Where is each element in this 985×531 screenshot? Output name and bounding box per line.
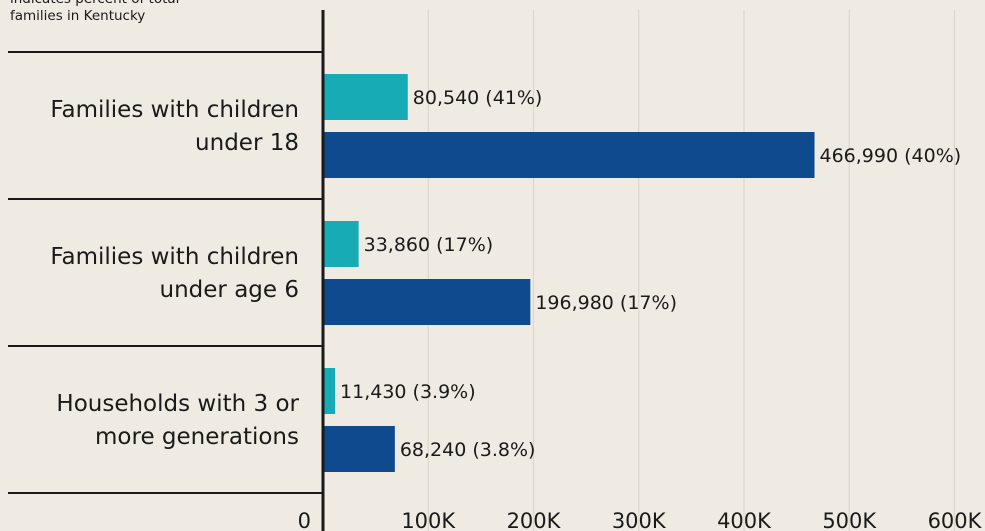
category-labels: Families with children under 18 Families w…	[50, 97, 299, 450]
data-label: 11,430 (3.9%)	[340, 381, 476, 403]
data-labels: 80,540 (41%) 466,990 (40%) 33,860 (17%) 196…	[340, 87, 961, 461]
bars	[323, 74, 815, 472]
data-label: 80,540 (41%)	[413, 87, 543, 109]
category-label: more generations	[95, 424, 299, 450]
category-label: under 18	[195, 130, 299, 156]
category-label: under age 6	[160, 277, 299, 303]
note-text: indicates percent of total families in K…	[10, 0, 179, 24]
data-label: 466,990 (40%)	[820, 145, 962, 167]
bar	[323, 221, 359, 267]
bar	[323, 368, 336, 414]
x-tick-label: 500K	[822, 509, 877, 531]
data-label: 196,980 (17%)	[535, 292, 677, 314]
bar	[323, 426, 395, 472]
axes	[8, 10, 325, 531]
category-label: Households with 3 or	[56, 391, 299, 417]
x-tick-label: 400K	[717, 509, 772, 531]
bar	[323, 74, 408, 120]
bar	[323, 279, 531, 325]
x-tick-label: 600K	[928, 509, 983, 531]
x-tick-label: 300K	[612, 509, 667, 531]
category-label: Families with children	[50, 97, 299, 123]
data-label: 33,860 (17%)	[364, 234, 494, 256]
x-tick-label: 0	[298, 509, 311, 531]
category-label: Families with children	[50, 244, 299, 270]
x-tick-label: 200K	[507, 509, 562, 531]
gridlines	[427, 10, 956, 531]
x-tick-labels: 0 100K 200K 300K 400K 500K 600K	[298, 509, 983, 531]
bar	[323, 132, 815, 178]
data-label: 68,240 (3.8%)	[400, 439, 536, 461]
x-tick-label: 100K	[401, 509, 456, 531]
